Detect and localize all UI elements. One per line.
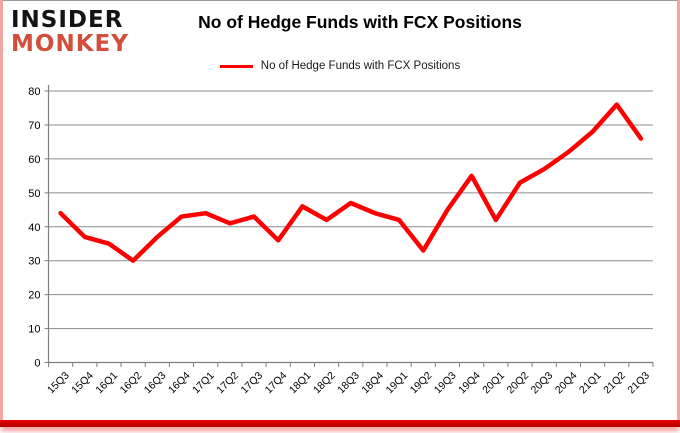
svg-text:19Q2: 19Q2	[408, 370, 435, 397]
svg-text:30: 30	[28, 256, 40, 268]
svg-text:17Q1: 17Q1	[190, 370, 217, 397]
svg-text:16Q3: 16Q3	[142, 370, 169, 397]
svg-text:16Q2: 16Q2	[118, 370, 145, 397]
insider-monkey-logo: INSIDER MONKEY	[11, 7, 129, 57]
svg-text:20: 20	[28, 290, 40, 302]
x-axis-labels: 15Q315Q416Q116Q216Q316Q417Q117Q217Q317Q4…	[45, 370, 652, 397]
legend: No of Hedge Funds with FCX Positions	[0, 59, 680, 73]
svg-text:20Q4: 20Q4	[553, 370, 580, 397]
svg-text:15Q3: 15Q3	[45, 370, 72, 397]
svg-text:20Q2: 20Q2	[504, 370, 531, 397]
svg-text:18Q3: 18Q3	[335, 370, 362, 397]
svg-text:50: 50	[28, 188, 40, 200]
svg-text:70: 70	[28, 120, 40, 132]
legend-label: No of Hedge Funds with FCX Positions	[260, 60, 461, 72]
axes	[44, 85, 654, 367]
bottom-accent-bar	[0, 420, 680, 427]
svg-text:20Q1: 20Q1	[480, 370, 507, 397]
svg-text:18Q1: 18Q1	[287, 370, 314, 397]
right-border	[677, 0, 680, 423]
chart-title: No of Hedge Funds with FCX Positions	[198, 12, 522, 32]
svg-text:0: 0	[34, 358, 40, 370]
svg-text:21Q3: 21Q3	[625, 370, 652, 397]
top-border	[0, 0, 680, 1]
svg-text:17Q4: 17Q4	[263, 370, 290, 397]
svg-text:80: 80	[28, 86, 40, 98]
svg-text:19Q3: 19Q3	[432, 370, 459, 397]
svg-text:60: 60	[28, 154, 40, 166]
svg-text:18Q4: 18Q4	[359, 370, 386, 397]
legend-line-swatch	[219, 64, 253, 68]
left-border	[0, 0, 3, 423]
svg-text:10: 10	[28, 324, 40, 336]
svg-text:17Q3: 17Q3	[239, 370, 266, 397]
svg-text:21Q2: 21Q2	[601, 370, 628, 397]
svg-text:21Q1: 21Q1	[577, 370, 604, 397]
svg-text:19Q4: 19Q4	[456, 370, 483, 397]
svg-text:18Q2: 18Q2	[311, 370, 338, 397]
logo-monkey: MONKEY	[11, 31, 129, 57]
svg-text:17Q2: 17Q2	[214, 370, 241, 397]
series-line	[58, 102, 644, 263]
logo-insider: INSIDER	[11, 7, 124, 33]
svg-text:16Q1: 16Q1	[93, 370, 120, 397]
svg-text:40: 40	[28, 222, 40, 234]
svg-text:15Q4: 15Q4	[69, 370, 96, 397]
svg-text:20Q3: 20Q3	[529, 370, 556, 397]
svg-text:19Q1: 19Q1	[384, 370, 411, 397]
gridlines	[48, 90, 653, 330]
y-axis-labels: 0 10 20 30 40 50 60 70 80	[28, 86, 40, 370]
svg-text:16Q4: 16Q4	[166, 370, 193, 397]
